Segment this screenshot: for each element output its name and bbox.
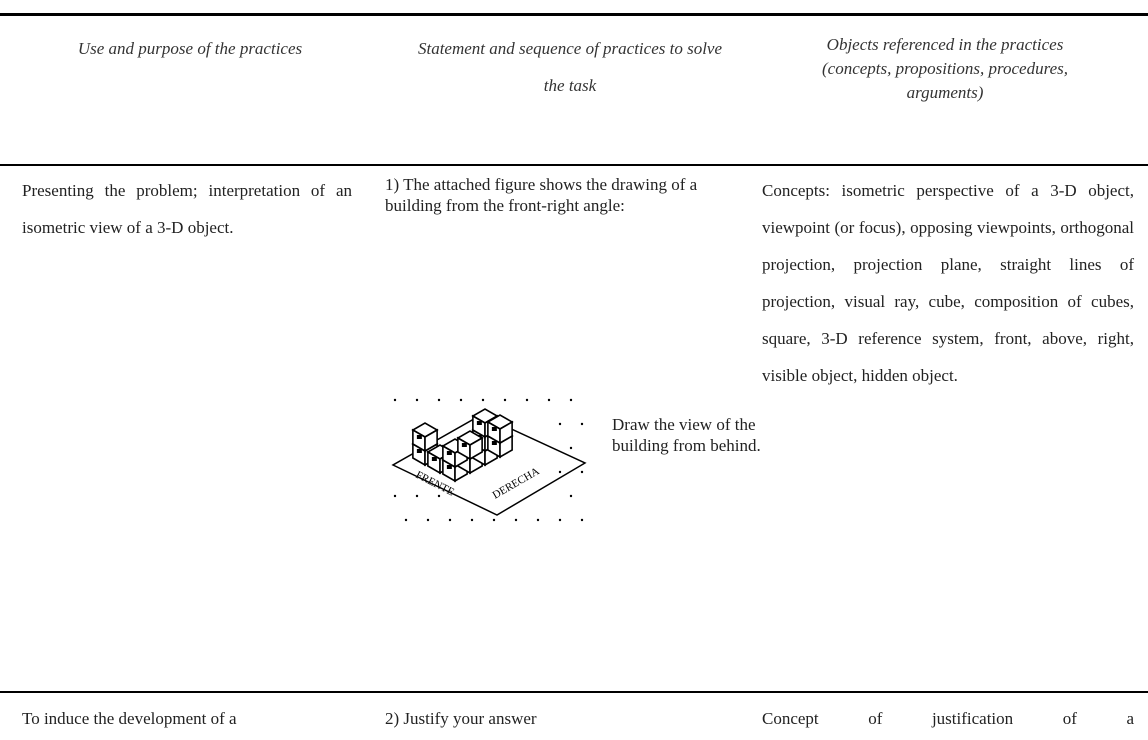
header-cell: Objects referenced in the practices (con… — [822, 35, 1068, 102]
grid-dot — [404, 518, 408, 522]
objects-cell: Concept of justification of a — [762, 709, 1134, 728]
cube-window — [491, 441, 497, 445]
grid-dot — [503, 398, 507, 402]
grid-dot — [525, 398, 529, 402]
grid-dot — [547, 398, 551, 402]
grid-dot — [470, 518, 474, 522]
grid-dot — [580, 470, 584, 474]
grid-dot — [569, 446, 573, 450]
cube-window — [461, 443, 467, 447]
row-rule — [0, 164, 1148, 166]
objects-cell: Concepts: isometric perspective of a 3-D… — [762, 181, 1134, 385]
purpose-cell: Presenting the problem; interpretation o… — [22, 181, 352, 237]
cube-window — [416, 435, 422, 439]
grid-dot — [569, 494, 573, 498]
grid-dot — [558, 422, 562, 426]
grid-dot — [415, 494, 419, 498]
statement-cell: 2) Justify your answer — [385, 709, 537, 728]
grid-dot — [448, 518, 452, 522]
grid-dot — [492, 518, 496, 522]
cube-right — [469, 436, 483, 461]
building-figure: FRENTE DERECHA — [391, 398, 587, 522]
grid-dot — [426, 518, 430, 522]
cube-right — [499, 420, 513, 445]
grid-dot — [437, 398, 441, 402]
header-cell: Use and purpose of the practices — [77, 39, 303, 58]
figure-caption: Draw the view of the building from behin… — [612, 415, 761, 455]
row-rule — [0, 691, 1148, 693]
grid-dot — [580, 422, 584, 426]
grid-dot — [536, 518, 540, 522]
grid-dot — [393, 398, 397, 402]
cube-window — [431, 457, 437, 461]
header-cell: Statement and sequence of practices to s… — [417, 39, 723, 95]
statement-cell: 1) The attached figure shows the drawing… — [385, 175, 698, 215]
grid-dot — [393, 494, 397, 498]
grid-dot — [580, 518, 584, 522]
grid-dot — [569, 398, 573, 402]
cube-window — [491, 427, 497, 431]
grid-dot — [481, 398, 485, 402]
cube-window — [446, 465, 452, 469]
grid-dot — [415, 398, 419, 402]
purpose-cell: To induce the development of a — [22, 709, 237, 728]
base-plane — [391, 414, 587, 516]
cube-window — [476, 421, 482, 425]
cube-window — [416, 449, 422, 453]
grid-dot — [558, 518, 562, 522]
cube-window — [446, 451, 452, 455]
figure-label: DERECHA — [491, 465, 542, 501]
cube-right — [424, 428, 438, 453]
top-rule — [0, 13, 1148, 16]
grid-dot — [459, 398, 463, 402]
grid-dot — [558, 470, 562, 474]
grid-dot — [437, 494, 441, 498]
grid-dot — [514, 518, 518, 522]
